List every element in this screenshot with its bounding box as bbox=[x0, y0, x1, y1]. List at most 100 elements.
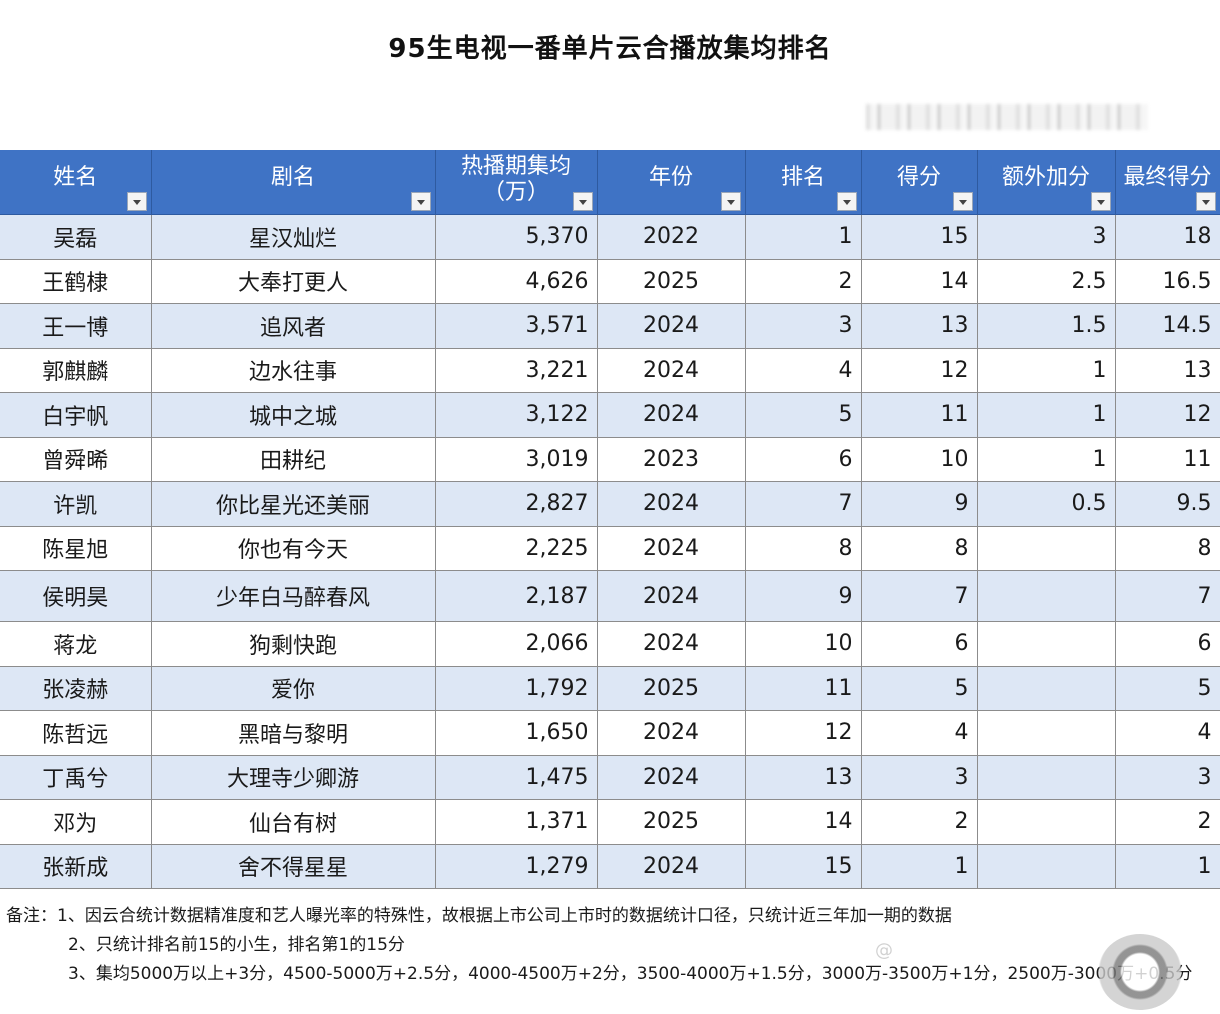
cell-score[interactable]: 10 bbox=[861, 437, 978, 482]
cell-drama[interactable]: 舍不得星星 bbox=[151, 844, 436, 889]
cell-episode-avg[interactable]: 1,279 bbox=[435, 844, 598, 889]
cell-drama[interactable]: 你比星光还美丽 bbox=[151, 481, 436, 527]
cell-episode-avg[interactable]: 2,187 bbox=[435, 570, 598, 622]
cell-final-score[interactable]: 8 bbox=[1115, 526, 1220, 571]
cell-drama[interactable]: 大奉打更人 bbox=[151, 259, 436, 304]
cell-score[interactable]: 13 bbox=[861, 303, 978, 349]
cell-final-score[interactable]: 18 bbox=[1115, 214, 1220, 260]
cell-rank[interactable]: 2 bbox=[745, 259, 862, 304]
cell-bonus[interactable]: 3 bbox=[977, 214, 1116, 260]
cell-episode-avg[interactable]: 3,019 bbox=[435, 437, 598, 482]
cell-score[interactable]: 9 bbox=[861, 481, 978, 527]
cell-year[interactable]: 2024 bbox=[597, 392, 746, 438]
cell-rank[interactable]: 1 bbox=[745, 214, 862, 260]
cell-score[interactable]: 8 bbox=[861, 526, 978, 571]
column-header-final-score[interactable]: 最终得分 bbox=[1115, 150, 1220, 215]
cell-episode-avg[interactable]: 5,370 bbox=[435, 214, 598, 260]
filter-dropdown-icon[interactable] bbox=[952, 192, 973, 211]
cell-final-score[interactable]: 14.5 bbox=[1115, 303, 1220, 349]
cell-bonus[interactable] bbox=[977, 755, 1116, 800]
cell-score[interactable]: 11 bbox=[861, 392, 978, 438]
cell-episode-avg[interactable]: 2,225 bbox=[435, 526, 598, 571]
cell-name[interactable]: 吴磊 bbox=[0, 214, 152, 260]
column-header-score[interactable]: 得分 bbox=[861, 150, 978, 215]
table-row[interactable]: 许凯 你比星光还美丽 2,827 2024 7 9 0.5 9.5 bbox=[0, 481, 1220, 527]
cell-name[interactable]: 陈星旭 bbox=[0, 526, 152, 571]
cell-year[interactable]: 2025 bbox=[597, 799, 746, 845]
cell-score[interactable]: 2 bbox=[861, 799, 978, 845]
cell-drama[interactable]: 大理寺少卿游 bbox=[151, 755, 436, 800]
cell-name[interactable]: 王一博 bbox=[0, 303, 152, 349]
filter-dropdown-icon[interactable] bbox=[1090, 192, 1111, 211]
cell-score[interactable]: 14 bbox=[861, 259, 978, 304]
column-header-rank[interactable]: 排名 bbox=[745, 150, 862, 215]
cell-bonus[interactable] bbox=[977, 666, 1116, 711]
cell-name[interactable]: 许凯 bbox=[0, 481, 152, 527]
cell-year[interactable]: 2024 bbox=[597, 303, 746, 349]
cell-drama[interactable]: 少年白马醉春风 bbox=[151, 570, 436, 622]
cell-year[interactable]: 2025 bbox=[597, 666, 746, 711]
cell-episode-avg[interactable]: 3,571 bbox=[435, 303, 598, 349]
cell-drama[interactable]: 仙台有树 bbox=[151, 799, 436, 845]
column-header-episode-avg[interactable]: 热播期集均（万） bbox=[435, 150, 598, 215]
cell-bonus[interactable]: 1.5 bbox=[977, 303, 1116, 349]
cell-name[interactable]: 陈哲远 bbox=[0, 710, 152, 756]
table-row[interactable]: 张凌赫 爱你 1,792 2025 11 5 5 bbox=[0, 666, 1220, 711]
cell-score[interactable]: 3 bbox=[861, 755, 978, 800]
cell-score[interactable]: 4 bbox=[861, 710, 978, 756]
cell-drama[interactable]: 黑暗与黎明 bbox=[151, 710, 436, 756]
cell-year[interactable]: 2024 bbox=[597, 481, 746, 527]
cell-drama[interactable]: 你也有今天 bbox=[151, 526, 436, 571]
cell-year[interactable]: 2023 bbox=[597, 437, 746, 482]
cell-year[interactable]: 2024 bbox=[597, 526, 746, 571]
cell-episode-avg[interactable]: 1,792 bbox=[435, 666, 598, 711]
cell-episode-avg[interactable]: 2,827 bbox=[435, 481, 598, 527]
cell-year[interactable]: 2024 bbox=[597, 570, 746, 622]
cell-drama[interactable]: 边水往事 bbox=[151, 348, 436, 393]
cell-year[interactable]: 2024 bbox=[597, 710, 746, 756]
filter-dropdown-icon[interactable] bbox=[720, 192, 741, 211]
cell-bonus[interactable] bbox=[977, 799, 1116, 845]
cell-name[interactable]: 曾舜晞 bbox=[0, 437, 152, 482]
table-row[interactable]: 蒋龙 狗剩快跑 2,066 2024 10 6 6 bbox=[0, 621, 1220, 667]
cell-rank[interactable]: 11 bbox=[745, 666, 862, 711]
filter-dropdown-icon[interactable] bbox=[836, 192, 857, 211]
cell-drama[interactable]: 星汉灿烂 bbox=[151, 214, 436, 260]
cell-name[interactable]: 邓为 bbox=[0, 799, 152, 845]
cell-name[interactable]: 郭麒麟 bbox=[0, 348, 152, 393]
cell-drama[interactable]: 城中之城 bbox=[151, 392, 436, 438]
cell-score[interactable]: 12 bbox=[861, 348, 978, 393]
cell-name[interactable]: 侯明昊 bbox=[0, 570, 152, 622]
table-row[interactable]: 侯明昊 少年白马醉春风 2,187 2024 9 7 7 bbox=[0, 570, 1220, 622]
cell-final-score[interactable]: 9.5 bbox=[1115, 481, 1220, 527]
table-row[interactable]: 丁禹兮 大理寺少卿游 1,475 2024 13 3 3 bbox=[0, 755, 1220, 800]
cell-rank[interactable]: 7 bbox=[745, 481, 862, 527]
column-header-drama[interactable]: 剧名 bbox=[151, 150, 436, 215]
cell-name[interactable]: 蒋龙 bbox=[0, 621, 152, 667]
cell-name[interactable]: 丁禹兮 bbox=[0, 755, 152, 800]
cell-bonus[interactable] bbox=[977, 710, 1116, 756]
table-row[interactable]: 陈哲远 黑暗与黎明 1,650 2024 12 4 4 bbox=[0, 710, 1220, 756]
table-row[interactable]: 陈星旭 你也有今天 2,225 2024 8 8 8 bbox=[0, 526, 1220, 571]
cell-episode-avg[interactable]: 1,650 bbox=[435, 710, 598, 756]
filter-dropdown-icon[interactable] bbox=[572, 192, 593, 211]
cell-rank[interactable]: 5 bbox=[745, 392, 862, 438]
table-row[interactable]: 郭麒麟 边水往事 3,221 2024 4 12 1 13 bbox=[0, 348, 1220, 393]
cell-year[interactable]: 2024 bbox=[597, 755, 746, 800]
cell-episode-avg[interactable]: 4,626 bbox=[435, 259, 598, 304]
cell-name[interactable]: 张凌赫 bbox=[0, 666, 152, 711]
cell-drama[interactable]: 追风者 bbox=[151, 303, 436, 349]
cell-episode-avg[interactable]: 1,475 bbox=[435, 755, 598, 800]
cell-drama[interactable]: 田耕纪 bbox=[151, 437, 436, 482]
cell-bonus[interactable] bbox=[977, 526, 1116, 571]
cell-bonus[interactable]: 1 bbox=[977, 392, 1116, 438]
cell-rank[interactable]: 9 bbox=[745, 570, 862, 622]
cell-score[interactable]: 6 bbox=[861, 621, 978, 667]
cell-final-score[interactable]: 2 bbox=[1115, 799, 1220, 845]
cell-final-score[interactable]: 7 bbox=[1115, 570, 1220, 622]
cell-drama[interactable]: 爱你 bbox=[151, 666, 436, 711]
cell-episode-avg[interactable]: 3,122 bbox=[435, 392, 598, 438]
cell-bonus[interactable]: 2.5 bbox=[977, 259, 1116, 304]
cell-rank[interactable]: 6 bbox=[745, 437, 862, 482]
table-row[interactable]: 曾舜晞 田耕纪 3,019 2023 6 10 1 11 bbox=[0, 437, 1220, 482]
